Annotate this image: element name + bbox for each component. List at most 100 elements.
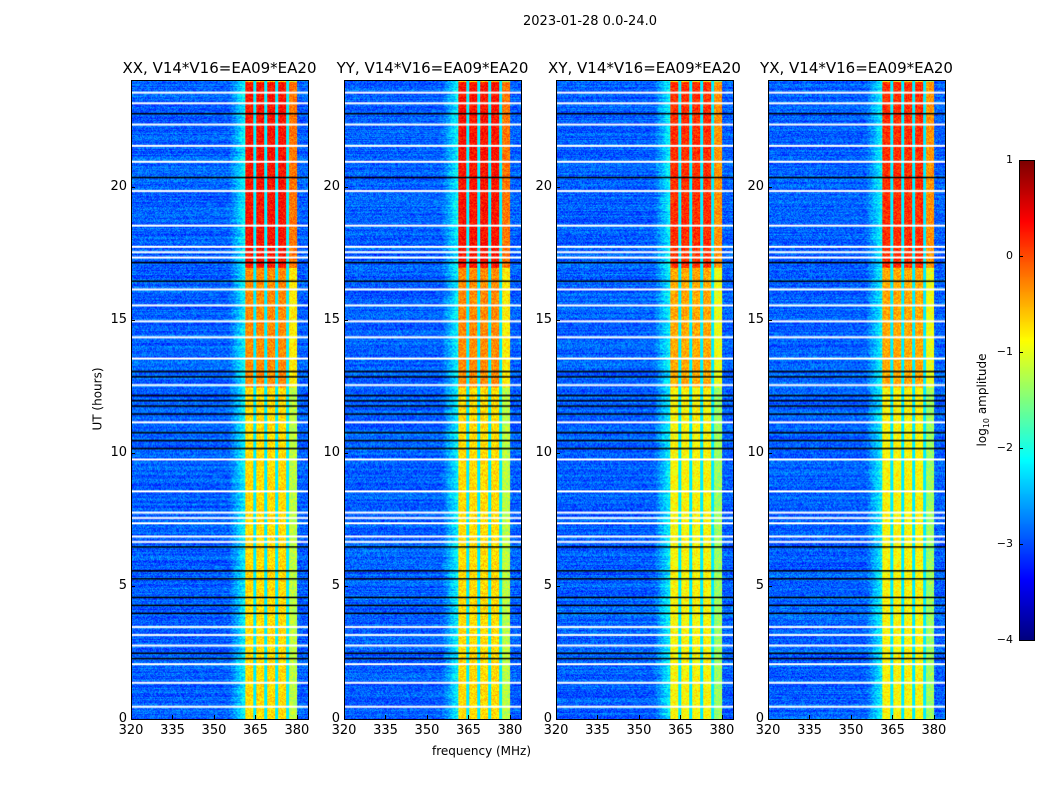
y-tick-mark bbox=[131, 319, 135, 321]
x-tick-label: 380 bbox=[921, 723, 947, 738]
y-tick-mark bbox=[344, 319, 348, 321]
colorbar bbox=[1019, 160, 1035, 641]
y-tick-mark bbox=[768, 452, 772, 454]
heatmap-canvas bbox=[345, 81, 521, 719]
y-tick-label: 5 bbox=[755, 577, 764, 593]
x-tick-mark bbox=[385, 715, 387, 719]
y-tick-label: 20 bbox=[747, 178, 764, 194]
y-tick-label: 0 bbox=[755, 711, 764, 726]
heatmap-panel bbox=[344, 80, 522, 720]
x-tick-label: 320 bbox=[755, 723, 781, 738]
colorbar-tick-label: 1 bbox=[1006, 153, 1013, 166]
y-tick-mark bbox=[344, 452, 348, 454]
x-tick-mark bbox=[850, 715, 852, 719]
colorbar-label: log10 amplitude bbox=[974, 300, 992, 500]
panel-title: XY, V14*V16=EA09*EA20 bbox=[548, 59, 741, 77]
y-tick-mark bbox=[768, 585, 772, 587]
x-tick-mark bbox=[509, 715, 511, 719]
y-tick-mark bbox=[556, 186, 560, 188]
colorbar-tick-mark bbox=[1019, 256, 1023, 257]
y-tick-mark bbox=[344, 585, 348, 587]
figure-title: 2023-01-28 0.0-24.0 bbox=[523, 14, 657, 29]
x-tick-label: 335 bbox=[585, 723, 610, 738]
y-tick-label: 5 bbox=[118, 577, 127, 593]
colorbar-tick-mark bbox=[1019, 160, 1023, 161]
y-tick-label: 15 bbox=[535, 311, 552, 327]
x-tick-mark bbox=[809, 715, 811, 719]
x-tick-label: 365 bbox=[243, 723, 268, 738]
x-tick-label: 320 bbox=[543, 723, 569, 738]
x-tick-mark bbox=[296, 715, 298, 719]
x-tick-label: 320 bbox=[331, 723, 357, 738]
colorbar-gradient bbox=[1020, 161, 1034, 640]
x-tick-mark bbox=[131, 715, 132, 719]
x-tick-mark bbox=[933, 715, 935, 719]
colorbar-tick-label: −2 bbox=[996, 441, 1013, 454]
x-tick-mark bbox=[172, 715, 174, 719]
x-tick-mark bbox=[468, 715, 470, 719]
x-tick-label: 335 bbox=[160, 723, 185, 738]
heatmap-canvas bbox=[769, 81, 945, 719]
y-tick-label: 20 bbox=[323, 178, 340, 194]
x-tick-mark bbox=[255, 715, 257, 719]
colorbar-tick-label: −4 bbox=[996, 633, 1013, 646]
x-tick-mark bbox=[768, 715, 769, 719]
y-tick-mark bbox=[344, 186, 348, 188]
x-tick-label: 350 bbox=[414, 723, 440, 738]
x-tick-mark bbox=[344, 715, 345, 719]
colorbar-tick-label: −3 bbox=[996, 537, 1013, 550]
y-tick-label: 10 bbox=[747, 444, 764, 460]
x-tick-label: 380 bbox=[709, 723, 735, 738]
colorbar-tick-mark bbox=[1019, 640, 1023, 641]
x-tick-mark bbox=[638, 715, 640, 719]
y-tick-label: 20 bbox=[110, 178, 127, 194]
y-tick-label: 5 bbox=[331, 577, 340, 593]
y-axis-label: UT (hours) bbox=[90, 367, 105, 431]
y-tick-label: 15 bbox=[323, 311, 340, 327]
y-tick-label: 20 bbox=[535, 178, 552, 194]
x-tick-label: 365 bbox=[456, 723, 481, 738]
y-tick-mark bbox=[344, 719, 348, 720]
heatmap-canvas bbox=[557, 81, 733, 719]
panel-title: YX, V14*V16=EA09*EA20 bbox=[760, 59, 953, 77]
x-tick-mark bbox=[721, 715, 723, 719]
colorbar-tick-mark bbox=[1019, 448, 1023, 449]
colorbar-tick-mark bbox=[1019, 352, 1023, 353]
y-tick-mark bbox=[131, 452, 135, 454]
y-tick-label: 0 bbox=[118, 711, 127, 726]
y-tick-label: 10 bbox=[323, 444, 340, 460]
x-tick-label: 350 bbox=[201, 723, 227, 738]
x-tick-label: 335 bbox=[797, 723, 822, 738]
x-tick-mark bbox=[597, 715, 599, 719]
x-tick-mark bbox=[892, 715, 894, 719]
x-tick-label: 365 bbox=[880, 723, 905, 738]
y-tick-mark bbox=[556, 319, 560, 321]
colorbar-label-sub: 10 bbox=[982, 417, 992, 429]
y-tick-mark bbox=[768, 186, 772, 188]
y-tick-label: 5 bbox=[543, 577, 552, 593]
x-axis-label: frequency (MHz) bbox=[432, 744, 532, 758]
heatmap-panel bbox=[768, 80, 946, 720]
colorbar-tick-label: 0 bbox=[1006, 249, 1013, 262]
panel-title: YY, V14*V16=EA09*EA20 bbox=[336, 59, 529, 77]
y-tick-label: 0 bbox=[543, 711, 552, 726]
x-tick-label: 350 bbox=[838, 723, 864, 738]
heatmap-canvas bbox=[132, 81, 308, 719]
y-tick-mark bbox=[556, 452, 560, 454]
x-tick-label: 320 bbox=[118, 723, 144, 738]
x-tick-label: 365 bbox=[668, 723, 693, 738]
x-tick-label: 350 bbox=[626, 723, 652, 738]
y-tick-mark bbox=[556, 585, 560, 587]
x-tick-mark bbox=[426, 715, 428, 719]
x-tick-mark bbox=[680, 715, 682, 719]
y-tick-mark bbox=[768, 719, 772, 720]
y-tick-label: 10 bbox=[535, 444, 552, 460]
colorbar-label-rest: amplitude bbox=[974, 353, 989, 418]
y-tick-mark bbox=[768, 319, 772, 321]
colorbar-label-log: log bbox=[974, 428, 989, 447]
y-tick-mark bbox=[131, 186, 135, 188]
panel-title: XX, V14*V16=EA09*EA20 bbox=[122, 59, 317, 77]
y-tick-label: 10 bbox=[110, 444, 127, 460]
y-tick-mark bbox=[131, 585, 135, 587]
x-tick-label: 380 bbox=[284, 723, 310, 738]
